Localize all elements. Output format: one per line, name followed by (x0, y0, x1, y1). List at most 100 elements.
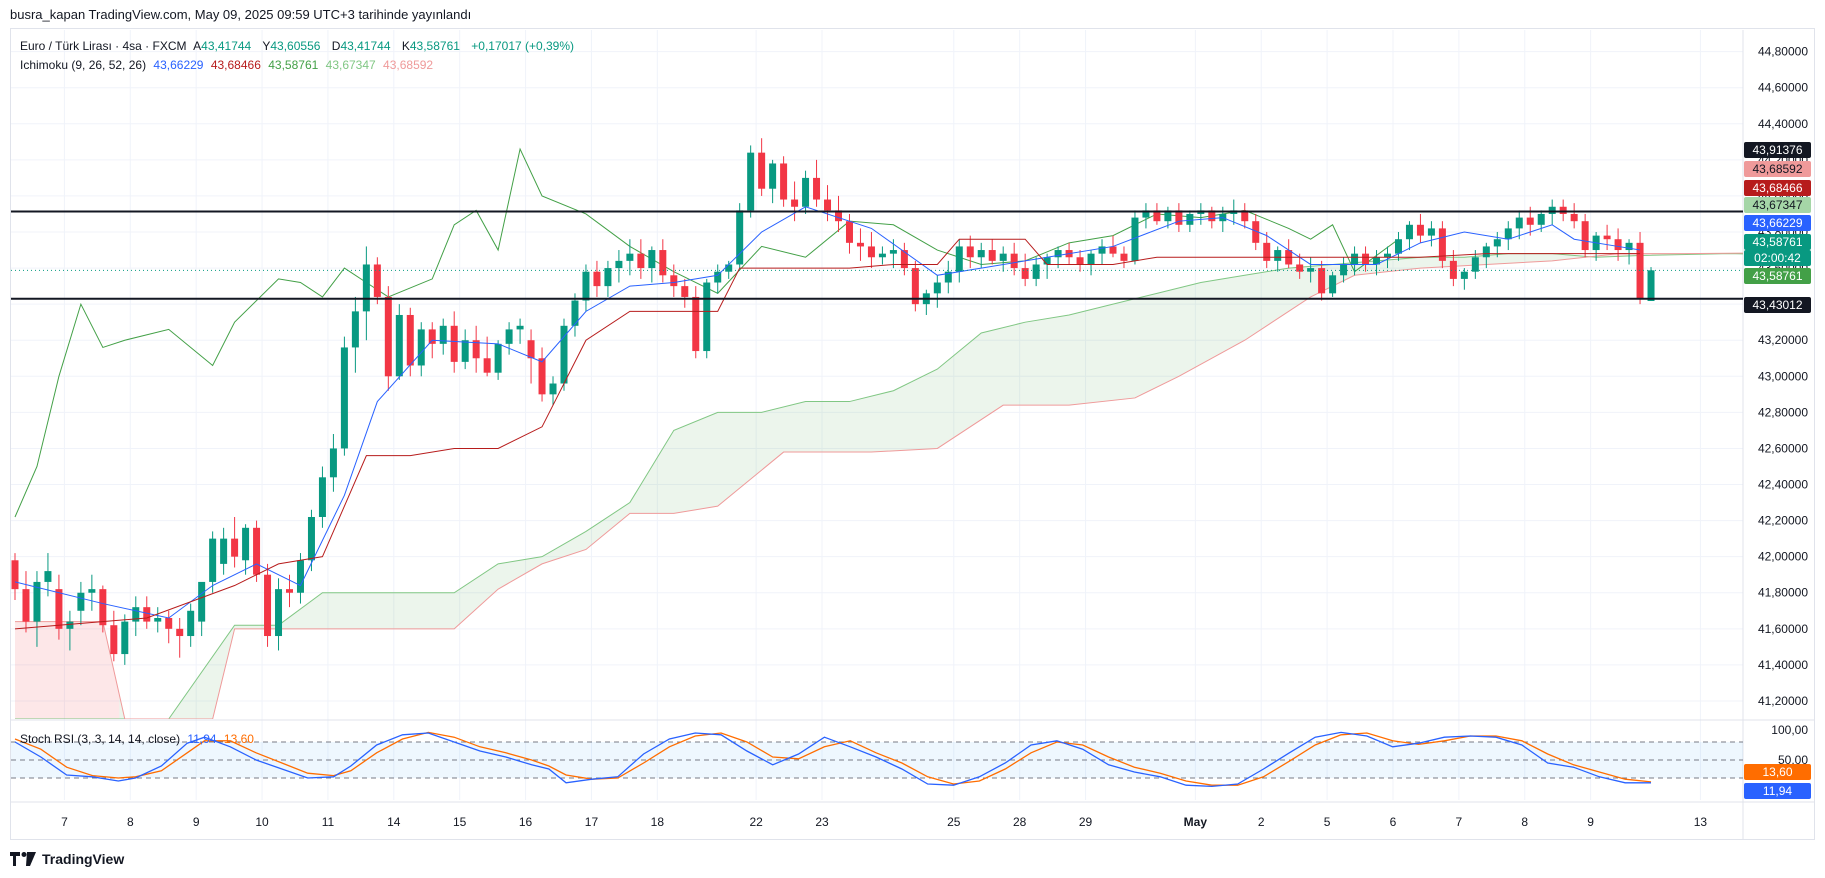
change-value: +0,17017 (+0,39%) (471, 39, 575, 53)
candle-body (505, 329, 513, 344)
close-label: K (401, 39, 410, 53)
candle-body (900, 250, 908, 269)
candle-body (1142, 210, 1150, 218)
x-tick-label: 9 (1587, 815, 1594, 829)
y-tick-label: 44,80000 (1758, 45, 1808, 59)
high-label: Y (262, 39, 271, 53)
candle-body (1614, 239, 1622, 251)
ichimoku-legend[interactable]: Ichimoku (9, 26, 52, 26) 43,66229 43,684… (20, 58, 437, 72)
price-label-tenkan: 43,66229 (1744, 215, 1811, 231)
y-tick-label: 44,60000 (1758, 81, 1808, 95)
candle-body (450, 325, 458, 362)
candle-body (999, 253, 1007, 261)
stoch-y-tick-label: 50,00 (1778, 753, 1808, 767)
candle-body (55, 589, 63, 629)
candle-body (1515, 217, 1523, 229)
stoch-legend[interactable]: Stoch RSI (3, 3, 14, 14, close) 11,94 13… (20, 732, 258, 746)
candle-body (373, 264, 381, 297)
candle-body (1647, 270, 1655, 302)
candle-body (1274, 250, 1282, 261)
candle-body (406, 314, 414, 366)
candle-body (582, 271, 590, 301)
price-label-spanb: 43,68592 (1744, 161, 1811, 177)
candle-body (988, 250, 996, 261)
x-tick-label: 13 (1694, 815, 1708, 829)
x-tick-label: 6 (1390, 815, 1397, 829)
candle-body (209, 538, 217, 582)
candle-body (769, 163, 777, 189)
x-tick-label: 7 (1456, 815, 1463, 829)
x-tick-label: 14 (387, 815, 401, 829)
stoch-name: Stoch RSI (3, 3, 14, 14, close) (20, 732, 181, 746)
candle-body (494, 343, 502, 373)
candle-body (77, 592, 85, 611)
candle-body (198, 581, 206, 622)
candle-body (736, 210, 744, 265)
x-tick-label: 2 (1258, 815, 1265, 829)
candle-body (318, 477, 326, 517)
x-tick-label: 9 (193, 815, 200, 829)
candle-body (703, 282, 711, 352)
candle-body (538, 358, 546, 395)
x-tick-label: 15 (453, 815, 467, 829)
stoch-d-line (14, 731, 1652, 786)
candle-body (933, 282, 941, 294)
candle-body (395, 314, 403, 377)
candle-body (187, 610, 195, 637)
ichimoku-spana-value: 43,67347 (325, 58, 376, 72)
candle-body (1010, 253, 1018, 269)
x-tick-label: 22 (749, 815, 763, 829)
candle-body (1548, 206, 1556, 214)
ichimoku-chikou-value: 43,58761 (268, 58, 319, 72)
candle-body (670, 275, 678, 287)
y-tick-label: 41,40000 (1758, 658, 1808, 672)
ichimoku-tenkan-value: 43,66229 (153, 58, 204, 72)
x-tick-label: 5 (1324, 815, 1331, 829)
candle-body (66, 621, 74, 629)
candle-body (275, 589, 283, 637)
candle-body (1581, 221, 1589, 251)
candle-body (824, 199, 832, 211)
stoch-k-value: 11,94 (187, 732, 217, 746)
ichimoku-kijun-value: 43,68466 (210, 58, 261, 72)
x-tick-label: 11 (322, 815, 335, 829)
candle-body (615, 260, 623, 269)
candle-body (1427, 228, 1435, 236)
candle-body (802, 177, 810, 207)
ichimoku-span-b-line (15, 252, 1743, 719)
ichimoku-name: Ichimoku (9, 26, 52, 26) (20, 58, 147, 72)
candle-body (714, 271, 722, 283)
candle-body (88, 589, 96, 593)
chart-frame (10, 28, 1815, 840)
candle-body (1263, 242, 1271, 261)
open-label: A (193, 39, 202, 53)
stoch-d-value: 13,60 (223, 732, 254, 746)
candle-body (99, 589, 107, 626)
symbol-name: Euro / Türk Lirası · 4sa · FXCM (20, 39, 187, 53)
candle-body (472, 340, 480, 359)
candle-body (143, 607, 151, 622)
candle-body (1043, 257, 1051, 265)
candle-body (132, 607, 140, 622)
candle-body (242, 527, 250, 561)
candle-body (176, 628, 184, 637)
y-tick-label: 42,00000 (1758, 550, 1808, 564)
candle-body (384, 296, 392, 377)
candle-body (1252, 221, 1260, 243)
candle-body (1482, 246, 1490, 258)
candle-body (231, 538, 239, 557)
candle-body (351, 311, 359, 348)
candle-body (1471, 257, 1479, 272)
candle-body (417, 329, 425, 366)
candle-body (1153, 210, 1161, 222)
candle-body (835, 210, 842, 222)
candle-body (1208, 210, 1216, 222)
candle-body (1537, 213, 1545, 225)
candle-body (1493, 239, 1501, 247)
x-tick-label: 18 (651, 815, 665, 829)
candle-body (1460, 271, 1468, 279)
ichimoku-kijun-line (14, 238, 1641, 630)
candle-body (1296, 264, 1304, 272)
candle-body (1526, 217, 1534, 225)
